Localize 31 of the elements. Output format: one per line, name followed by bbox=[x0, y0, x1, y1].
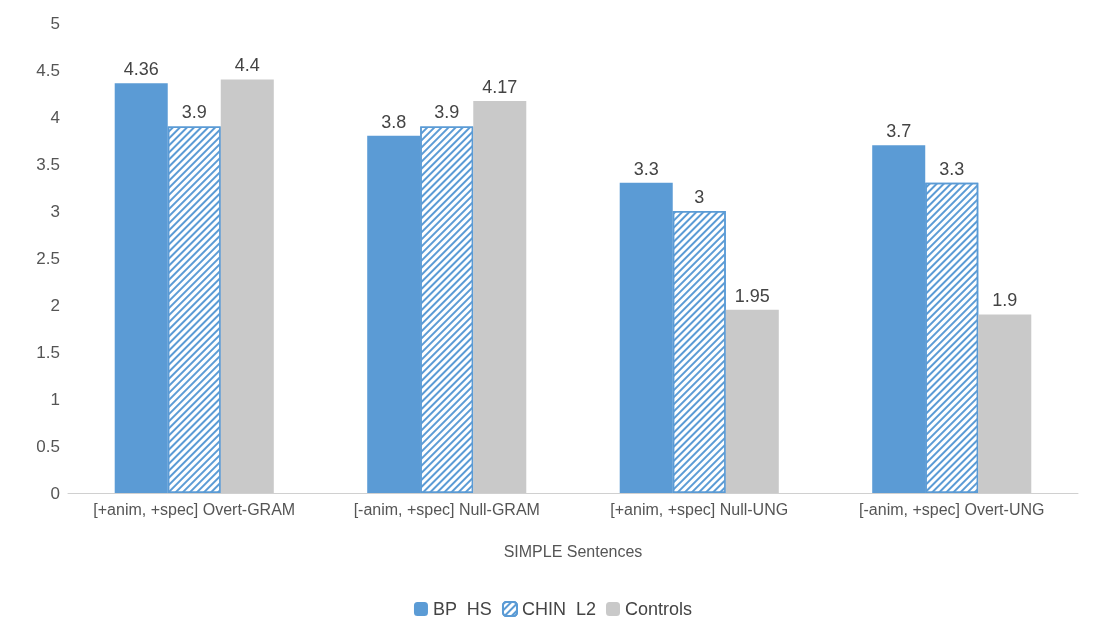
x-axis-title: SIMPLE Sentences bbox=[503, 542, 643, 560]
data-label: 1.9 bbox=[992, 290, 1018, 311]
y-tick-label: 5 bbox=[50, 13, 60, 33]
y-tick-label: 4 bbox=[50, 107, 60, 127]
y-tick-label: 2.5 bbox=[36, 248, 60, 268]
y-tick-label: 0 bbox=[50, 483, 60, 503]
y-tick-label: 1 bbox=[50, 389, 60, 409]
y-tick-label: 2 bbox=[50, 295, 60, 315]
data-label: 3.3 bbox=[939, 158, 965, 179]
y-tick-label: 0.5 bbox=[36, 436, 60, 456]
legend-label: CHIN L2 bbox=[521, 599, 597, 619]
legend-label: Controls bbox=[625, 599, 693, 619]
data-label: 3 bbox=[694, 187, 705, 207]
data-label: 3.9 bbox=[181, 102, 207, 123]
data-label: 4.36 bbox=[123, 59, 159, 80]
data-label: 3.7 bbox=[886, 121, 912, 142]
x-tick-label: [-anim, +spec] Overt-UNG bbox=[859, 500, 1045, 518]
data-label: 1.95 bbox=[734, 285, 770, 306]
x-tick-label: [-anim, +spec] Null-GRAM bbox=[353, 500, 540, 518]
data-label: 4.4 bbox=[234, 55, 260, 76]
legend-label: BP HS bbox=[432, 599, 492, 619]
x-tick-label: [+anim, +spec] Overt-GRAM bbox=[93, 500, 296, 518]
y-tick-label: 4.5 bbox=[36, 60, 60, 80]
x-tick-label: [+anim, +spec] Null-UNG bbox=[610, 500, 789, 518]
y-tick-label: 1.5 bbox=[36, 342, 60, 362]
data-label: 3.3 bbox=[633, 158, 659, 179]
data-label: 3.8 bbox=[381, 111, 407, 132]
y-tick-label: 3.5 bbox=[36, 154, 60, 174]
data-label: 3.9 bbox=[434, 102, 460, 123]
data-label: 4.17 bbox=[482, 77, 518, 98]
y-tick-label: 3 bbox=[50, 201, 60, 221]
